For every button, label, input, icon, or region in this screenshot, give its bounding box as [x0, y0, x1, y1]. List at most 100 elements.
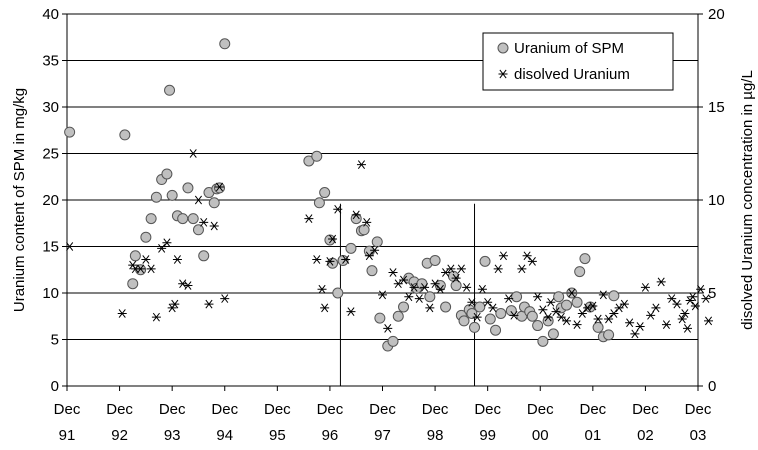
data-point-dissolved: [556, 312, 566, 322]
data-point-spm: [129, 250, 141, 262]
x-tick-label-year: 01: [584, 427, 601, 444]
data-point-spm: [490, 324, 502, 336]
data-point-dissolved: [204, 299, 214, 309]
data-point-dissolved: [546, 297, 556, 307]
y2-axis-title: disolved Uranium concentration in µg/L: [739, 70, 756, 330]
data-point-dissolved: [567, 288, 577, 298]
x-tick-label-year: 94: [216, 427, 233, 444]
data-point-dissolved: [136, 264, 146, 274]
x-tick-label-month: Dec: [474, 401, 501, 418]
data-point-spm: [440, 301, 452, 313]
legend-label-spm: Uranium of SPM: [514, 40, 624, 57]
data-point-dissolved: [630, 329, 640, 339]
series-dissolved-uranium: [65, 149, 714, 339]
data-point-spm: [392, 310, 404, 322]
data-point-dissolved: [472, 312, 482, 322]
x-tick-label-month: Dec: [632, 401, 659, 418]
data-point-dissolved: [572, 320, 582, 329]
data-point-spm: [592, 321, 604, 333]
data-point-dissolved: [483, 297, 493, 307]
data-point-dissolved: [583, 303, 593, 313]
data-point-dissolved: [667, 294, 677, 303]
data-point-spm: [479, 255, 491, 267]
data-point-dissolved: [609, 309, 619, 318]
legend-star-marker: [498, 69, 508, 79]
data-point-spm: [164, 84, 176, 96]
data-point-dissolved: [346, 307, 356, 316]
legend-circle-marker: [497, 42, 509, 54]
data-point-spm: [511, 291, 523, 303]
y2-tick-label: 0: [708, 378, 716, 395]
data-point-spm: [198, 250, 210, 262]
data-point-dissolved: [393, 279, 403, 289]
data-point-dissolved: [614, 303, 624, 313]
data-point-dissolved: [588, 301, 598, 311]
data-point-dissolved: [593, 314, 603, 324]
data-point-dissolved: [441, 268, 451, 277]
data-point-dissolved: [688, 292, 698, 302]
data-point-spm: [140, 231, 152, 243]
data-point-spm: [571, 296, 583, 308]
y2-tick-label: 15: [708, 99, 725, 116]
x-tick-label-year: 92: [111, 427, 128, 444]
data-point-dissolved: [425, 303, 435, 313]
x-tick-label-month: Dec: [159, 401, 186, 418]
data-point-spm: [450, 280, 462, 292]
data-point-spm: [219, 38, 231, 50]
data-point-dissolved: [383, 323, 393, 333]
x-tick-label-year: 96: [322, 427, 339, 444]
data-point-dissolved: [635, 322, 645, 331]
data-point-dissolved: [193, 195, 203, 205]
y-tick-label: 10: [42, 285, 59, 302]
data-point-dissolved: [527, 257, 537, 266]
data-point-dissolved: [451, 273, 461, 283]
data-point-dissolved: [325, 257, 335, 266]
data-point-dissolved: [577, 309, 587, 318]
data-point-spm: [208, 197, 220, 209]
data-point-dissolved: [446, 264, 456, 274]
data-point-dissolved: [467, 297, 477, 307]
data-point-spm: [574, 266, 586, 278]
data-point-dissolved: [312, 255, 322, 264]
data-point-dissolved: [141, 255, 151, 264]
data-point-dissolved: [456, 264, 466, 274]
data-point-spm: [579, 253, 591, 265]
x-tick-label-month: Dec: [317, 401, 344, 418]
data-point-dissolved: [409, 283, 419, 292]
x-tick-label-year: 02: [637, 427, 654, 444]
data-point-spm: [466, 307, 478, 319]
data-point-dissolved: [604, 314, 614, 324]
data-point-spm: [434, 280, 446, 292]
data-point-dissolved: [220, 294, 230, 303]
x-tick-label-year: 93: [164, 427, 181, 444]
data-point-dissolved: [682, 323, 692, 333]
data-point-spm: [542, 315, 554, 327]
x-tick-label-year: 03: [690, 427, 707, 444]
data-point-dissolved: [157, 244, 167, 253]
y2-tick-label: 20: [708, 6, 725, 23]
data-point-dissolved: [677, 314, 687, 324]
y-tick-label: 0: [51, 378, 59, 395]
data-point-spm: [553, 291, 565, 303]
y-tick-label: 35: [42, 53, 59, 70]
data-point-dissolved: [462, 283, 472, 292]
data-point-spm: [537, 335, 549, 347]
data-point-spm: [150, 191, 162, 203]
x-tick-label-month: Dec: [264, 401, 291, 418]
x-tick-label-year: 95: [269, 427, 286, 444]
data-point-dissolved: [162, 238, 172, 248]
tick-labels: 0 5 10 15 20 25 30 35 40 0 5 10 15 20 Dec 91 Dec 92 Dec 93 D…: [42, 6, 724, 444]
y-tick-label: 20: [42, 192, 59, 209]
data-point-dissolved: [388, 268, 398, 277]
data-point-dissolved: [504, 294, 514, 303]
legend-star-glyph: [498, 69, 508, 79]
data-point-spm: [371, 236, 383, 248]
data-point-spm: [319, 187, 331, 199]
y-axis-title: Uranium content of SPM in mg/kg: [11, 88, 28, 312]
data-point-dissolved: [690, 301, 700, 311]
data-point-dissolved: [362, 217, 372, 227]
data-point-spm: [332, 287, 344, 299]
data-point-spm: [469, 321, 481, 333]
data-point-dissolved: [656, 277, 666, 287]
